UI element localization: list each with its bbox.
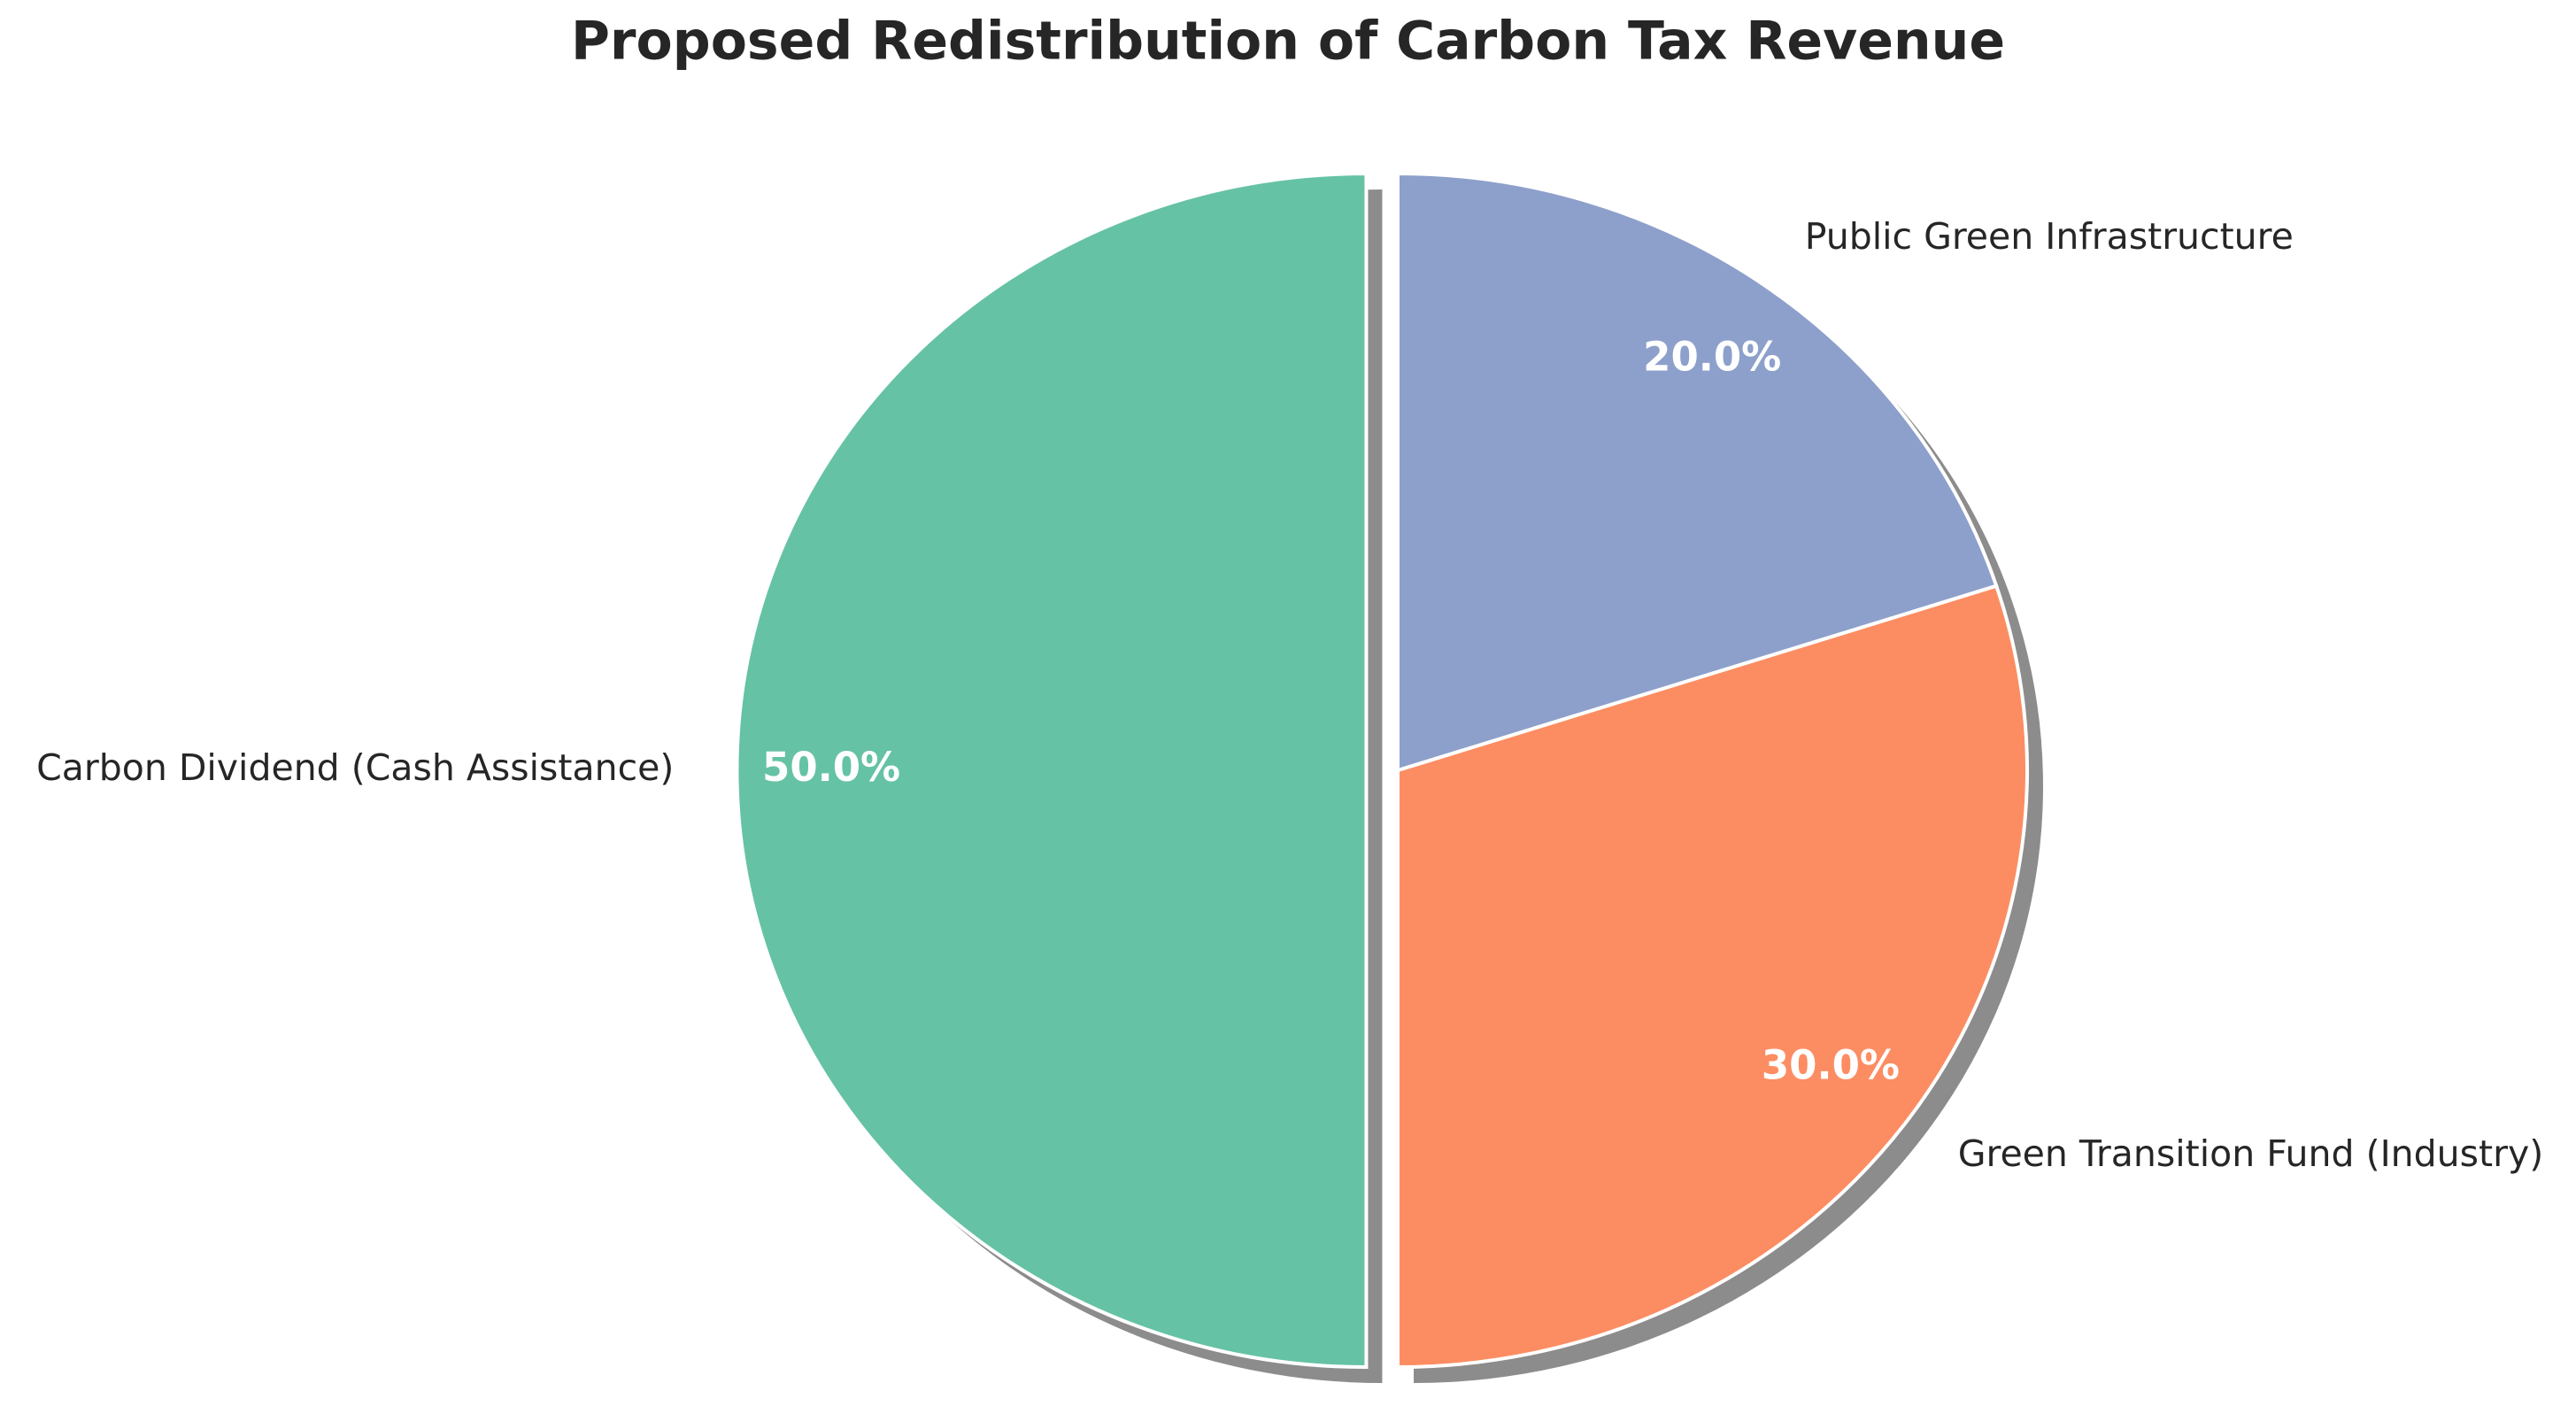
slice-layer bbox=[735, 171, 2029, 1370]
slice bbox=[735, 171, 1369, 1370]
category-label: Green Transition Fund (Industry) bbox=[1958, 1132, 2544, 1175]
percent-label: 50.0% bbox=[762, 744, 900, 791]
category-label: Carbon Dividend (Cash Assistance) bbox=[36, 746, 674, 789]
percent-label: 30.0% bbox=[1762, 1042, 1900, 1089]
slice bbox=[1396, 171, 1999, 773]
percent-label: 20.0% bbox=[1643, 334, 1781, 381]
label-layer: Carbon Dividend (Cash Assistance) 50.0% Gr… bbox=[36, 215, 2543, 1175]
slice bbox=[1396, 583, 2029, 1370]
chart-title: Proposed Redistribution of Carbon Tax Re… bbox=[571, 11, 2005, 73]
category-label: Public Green Infrastructure bbox=[1805, 215, 2294, 258]
